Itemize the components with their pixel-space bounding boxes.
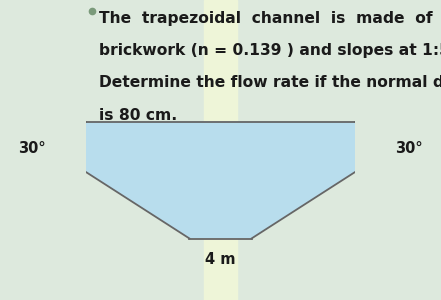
Text: Determine the flow rate if the normal depth: Determine the flow rate if the normal de… (99, 75, 441, 90)
Text: 30°: 30° (395, 141, 423, 156)
Bar (204, 0, 237, 300)
Polygon shape (7, 122, 434, 238)
Text: brickwork (n = 0.139 ) and slopes at 1:500.: brickwork (n = 0.139 ) and slopes at 1:5… (99, 43, 441, 58)
Text: 30°: 30° (18, 141, 46, 156)
Text: is 80 cm.: is 80 cm. (99, 108, 177, 123)
Text: 4 m: 4 m (205, 252, 236, 267)
Text: The  trapezoidal  channel  is  made  of: The trapezoidal channel is made of (99, 11, 432, 26)
